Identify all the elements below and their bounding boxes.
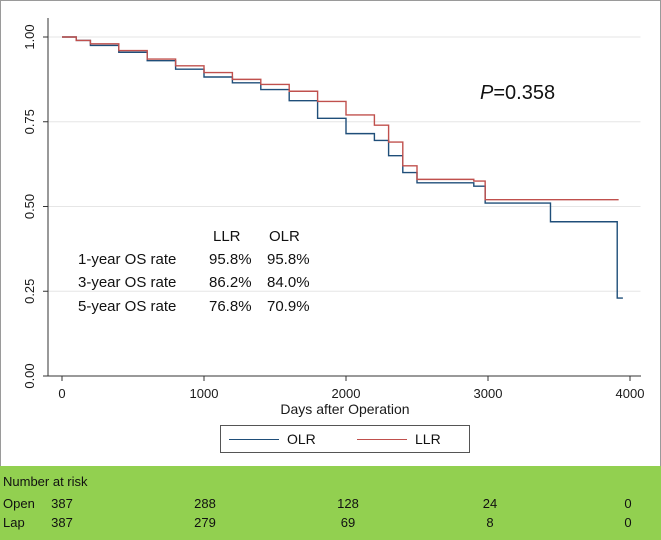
y-tick-label: 0.25: [22, 279, 37, 304]
x-tick-label: 3000: [474, 386, 503, 401]
stats-header-llr: LLR: [213, 228, 241, 245]
risk-value: 69: [340, 515, 356, 530]
x-tick-label: 1000: [190, 386, 219, 401]
legend-item-olr: OLR: [229, 426, 316, 452]
series-line-llr: [62, 36, 619, 201]
stats-row-label: 5-year OS rate: [78, 298, 176, 315]
p-value-annotation: P=0.358: [480, 82, 555, 104]
stats-row-label: 3-year OS rate: [78, 274, 176, 291]
risk-value: 279: [194, 515, 216, 530]
stats-row-olr: 95.8%: [267, 251, 310, 268]
risk-value: 288: [194, 496, 216, 511]
risk-value: 387: [51, 496, 73, 511]
y-tick-label: 0.50: [22, 194, 37, 219]
risk-value: 8: [486, 515, 494, 530]
os-rate-table: LLR OLR 1-year OS rate 95.8% 95.8% 3-yea…: [78, 228, 310, 315]
stats-row-olr: 70.9%: [267, 298, 310, 315]
number-at-risk-panel: Number at risk Open 387 288 128 24 0 Lap…: [0, 466, 661, 540]
x-tick-label: 4000: [616, 386, 645, 401]
stats-row-olr: 84.0%: [267, 274, 310, 291]
x-tick-label: 2000: [332, 386, 361, 401]
y-tick-label: 0.00: [22, 363, 37, 388]
legend-label-olr: OLR: [287, 431, 316, 447]
y-tick-label: 1.00: [22, 24, 37, 49]
x-tick-label: 0: [58, 386, 65, 401]
survival-curves: [62, 36, 623, 299]
plot-area: [47, 17, 642, 377]
chart-legend: OLR LLR: [220, 425, 470, 453]
stats-row-llr: 76.8%: [209, 298, 252, 315]
legend-item-llr: LLR: [357, 426, 441, 452]
y-tick-label: 0.75: [22, 109, 37, 134]
risk-row-label: Open: [3, 496, 35, 511]
legend-label-llr: LLR: [415, 431, 441, 447]
risk-value: 128: [337, 496, 359, 511]
stats-row-label: 1-year OS rate: [78, 251, 176, 268]
stats-header-olr: OLR: [269, 228, 300, 245]
stats-row-llr: 95.8%: [209, 251, 252, 268]
p-value-number: =0.358: [493, 82, 555, 104]
stats-row-llr: 86.2%: [209, 274, 252, 291]
p-value-symbol: P: [480, 82, 494, 104]
x-axis-title: Days after Operation: [280, 401, 409, 417]
risk-value: 0: [624, 515, 632, 530]
axis-ticks: 0.00 0.25 0.50 0.75 1.00 0 1000 2000 3000 4000: [22, 24, 644, 401]
risk-value: 24: [482, 496, 498, 511]
legend-swatch-olr: [229, 438, 279, 440]
km-chart: 0.00 0.25 0.50 0.75 1.00 0 1000 2000 3000 4000 Da…: [22, 17, 644, 417]
legend-swatch-llr: [357, 438, 407, 440]
risk-row-open: Open 387 288 128 24 0: [0, 496, 661, 514]
risk-row-label: Lap: [3, 515, 25, 530]
risk-value: 0: [624, 496, 632, 511]
risk-row-lap: Lap 387 279 69 8 0: [0, 515, 661, 533]
risk-table-title: Number at risk: [3, 474, 88, 489]
risk-value: 387: [51, 515, 73, 530]
